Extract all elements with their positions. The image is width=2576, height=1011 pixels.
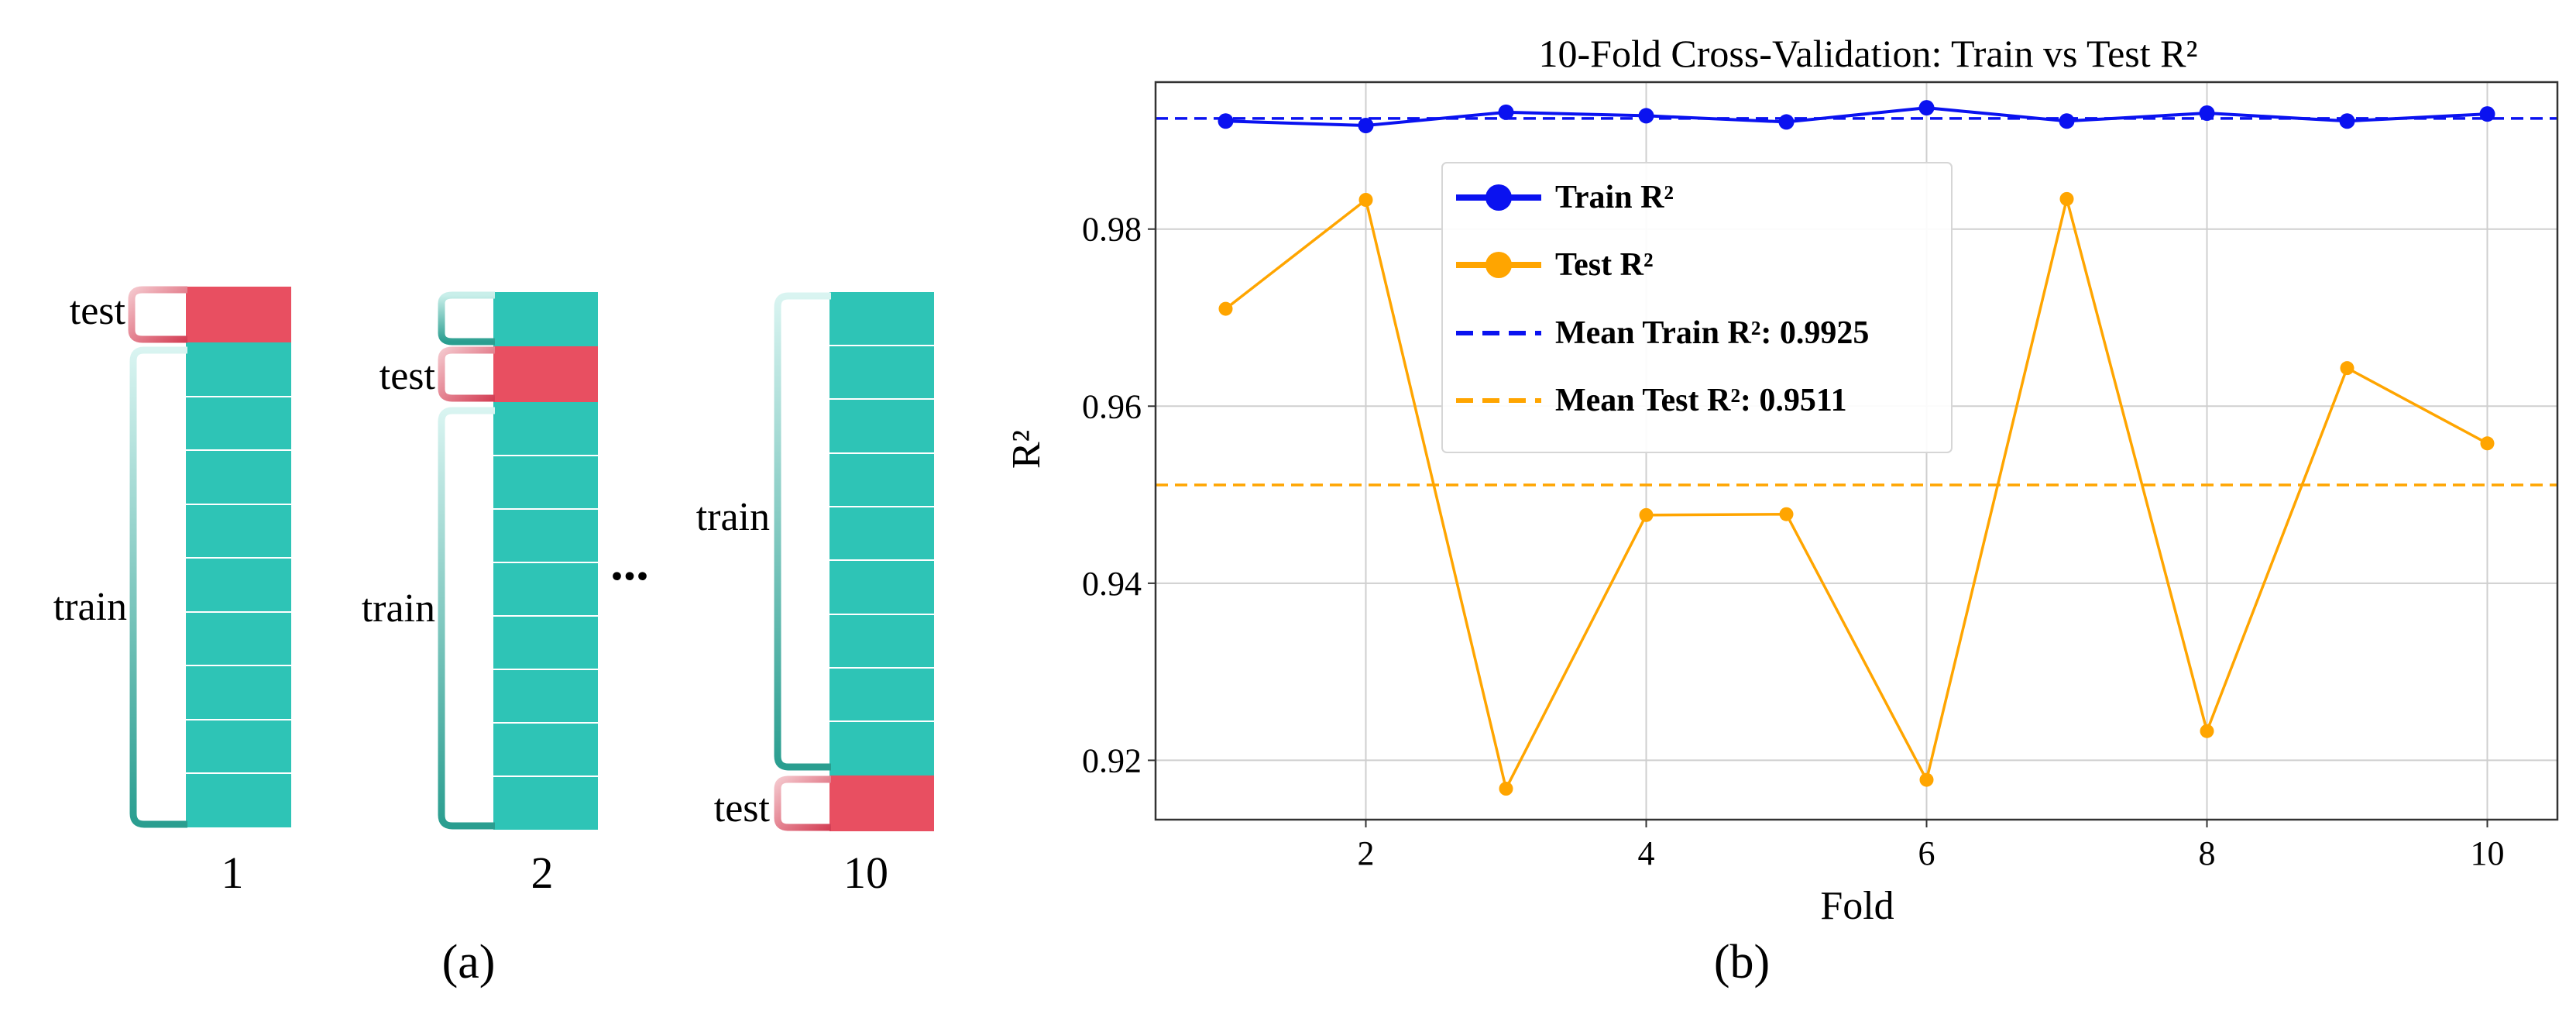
legend: Train R² Test R² Mean Train R²: 0.9925 M… (1441, 162, 1953, 453)
fold-2-train-bracket (438, 407, 495, 830)
plot-frame (1154, 81, 2559, 821)
fold-ellipsis: ... (610, 535, 649, 591)
x-tick-label: 2 (1358, 834, 1375, 872)
y-tick-label: 0.94 (1082, 565, 1142, 603)
legend-test-label: Test R² (1555, 247, 1654, 283)
y-tick-label: 0.96 (1082, 387, 1142, 425)
train-point (2339, 113, 2355, 129)
fold-1-test-bracket (128, 286, 187, 343)
train-series (1218, 100, 2495, 133)
fold-10-segment-dividers (829, 345, 934, 722)
test-point (2200, 724, 2214, 738)
fold-10-test-bracket (774, 775, 831, 831)
x-tick-label: 4 (1638, 834, 1655, 872)
test-series-line (1224, 197, 2488, 793)
fold-10-number: 10 (843, 848, 888, 898)
test-point (2059, 191, 2074, 206)
fold-1-test-block (186, 287, 291, 342)
fold-2-top-train-bracket (438, 291, 495, 346)
x-tick-label: 8 (2199, 834, 2216, 872)
legend-mean-test-label: Mean Test R²: 0.9511 (1555, 383, 1847, 418)
fold-10-train-block (829, 292, 934, 775)
y-axis-label: R² (1005, 430, 1049, 469)
fold-10-diagram: train test 10 (696, 292, 934, 898)
legend-box (1441, 162, 1953, 453)
train-series-line (1225, 106, 2488, 128)
x-ticks: 2 4 6 8 10 (1358, 820, 2505, 872)
train-point (1358, 118, 1374, 133)
fold-2-segment-dividers (493, 455, 598, 777)
fold-2-train-label: train (362, 586, 435, 631)
train-point (1638, 108, 1654, 124)
test-point (1218, 301, 1233, 316)
legend-test-swatch (1456, 252, 1541, 278)
fold-2-train-block-top (493, 292, 598, 346)
legend-mean-train-label: Mean Train R²: 0.9925 (1555, 315, 1869, 351)
test-point (1639, 507, 1654, 522)
train-point (1918, 100, 1935, 116)
panel-b: 10-Fold Cross-Validation: Train vs Test … (1005, 32, 2559, 989)
y-ticks: 0.92 0.94 0.96 0.98 (1082, 211, 1156, 779)
train-point (1778, 114, 1795, 130)
y-tick-label: 0.98 (1082, 211, 1142, 249)
fold-10-test-block (829, 775, 934, 831)
legend-train-label: Train R² (1555, 180, 1674, 215)
fold-2-test-block (493, 346, 598, 402)
test-point (1358, 193, 1373, 207)
x-tick-label: 10 (2471, 834, 2505, 872)
train-point (2059, 113, 2075, 129)
fold-1-test-label: test (70, 289, 126, 333)
fold-2-test-label: test (380, 354, 436, 398)
train-point (1498, 104, 1514, 120)
fold-1-diagram: test train 1 (53, 286, 291, 898)
fold-10-test-label: test (714, 786, 771, 830)
x-axis-label: Fold (1820, 884, 1894, 928)
test-point (1499, 782, 1513, 796)
fold-1-train-label: train (53, 585, 127, 629)
test-point (1919, 772, 1934, 787)
train-point (2199, 105, 2215, 121)
train-point (1218, 113, 1234, 129)
fold-1-number: 1 (222, 848, 244, 898)
fold-10-train-bracket (774, 292, 831, 771)
panel-b-caption: (b) (1714, 936, 1770, 989)
test-point (2480, 436, 2495, 451)
fold-1-train-block (186, 342, 291, 827)
test-point (2340, 361, 2354, 376)
fold-1-segment-dividers (186, 396, 291, 774)
panel-a-caption: (a) (442, 936, 496, 989)
x-tick-label: 6 (1918, 834, 1935, 872)
fold-1-train-bracket (129, 346, 187, 828)
panel-a: test train 1 test train 2 ... (53, 286, 934, 989)
legend-train-swatch (1456, 184, 1541, 211)
fold-2-diagram: test train 2 (362, 291, 598, 898)
test-series (1218, 191, 2495, 796)
fold-2-number: 2 (531, 848, 554, 898)
fold-2-test-bracket (438, 346, 495, 402)
chart-title: 10-Fold Cross-Validation: Train vs Test … (1539, 32, 2198, 75)
y-tick-label: 0.92 (1082, 741, 1142, 779)
train-point (2479, 106, 2495, 122)
test-point (1779, 507, 1794, 521)
fold-10-train-label: train (696, 495, 770, 539)
